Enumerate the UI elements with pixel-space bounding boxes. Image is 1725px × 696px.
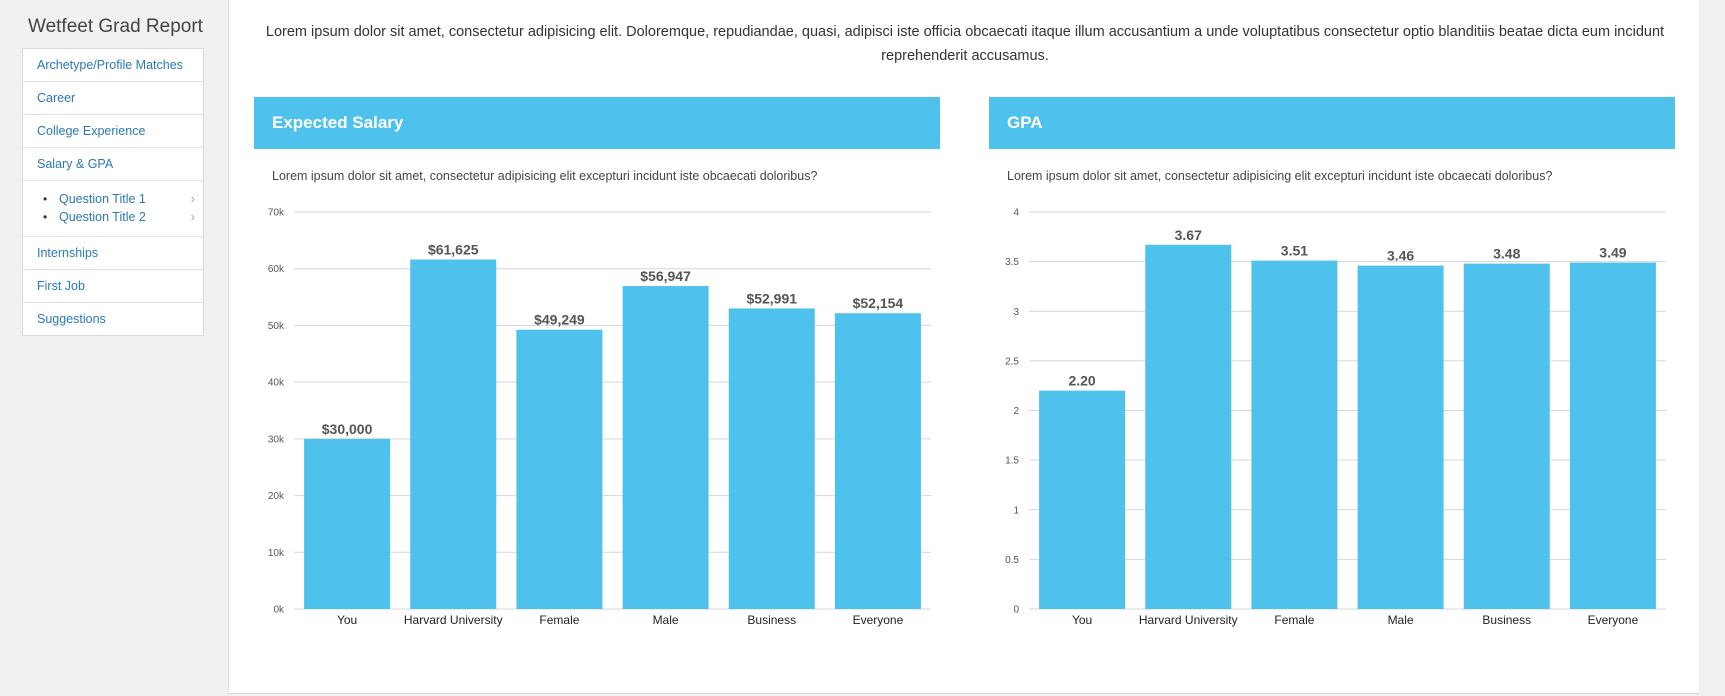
sidebar-subnav: • Question Title 1 › • Question Title 2 … <box>23 181 203 237</box>
y-tick-label: 10k <box>268 548 285 559</box>
chevron-right-icon: › <box>190 209 195 224</box>
x-tick-label: Everyone <box>1588 613 1639 627</box>
gpa-chart: 0 0.5 1 1.5 2 2.5 3 3.5 4 2.20 You 3.67 Harvard Univ… <box>1005 208 1666 627</box>
y-tick-label: 2.5 <box>1005 356 1019 367</box>
y-tick-label: 0k <box>273 605 285 616</box>
intro-text: Lorem ipsum dolor sit amet, consectetur … <box>265 24 1665 64</box>
data-label: 3.51 <box>1281 243 1308 259</box>
data-label: 2.20 <box>1068 373 1095 389</box>
chevron-right-icon: › <box>190 191 195 206</box>
bar <box>304 438 391 609</box>
data-label: $52,154 <box>853 295 904 311</box>
x-tick-label: Male <box>653 613 679 627</box>
sidebar-subitem-question-2[interactable]: • Question Title 2 › <box>23 208 203 226</box>
y-tick-label: 3.5 <box>1005 257 1019 268</box>
y-tick-label: 20k <box>268 491 285 502</box>
salary-chart: 0k 10k 20k 30k 40k 50k 60k 70k $30,000 You $61,625… <box>268 208 931 627</box>
bullet-icon: • <box>43 210 48 224</box>
sidebar-item-career[interactable]: Career <box>23 82 203 115</box>
x-tick-label: You <box>1072 613 1092 627</box>
panel-description: Lorem ipsum dolor sit amet, consectetur … <box>272 169 818 183</box>
sidebar-item-archetype-profile-matches[interactable]: Archetype/Profile Matches <box>23 49 203 82</box>
sidebar-nav: Archetype/Profile Matches Career College… <box>22 48 204 336</box>
data-label: $56,947 <box>640 268 691 284</box>
panel-title: Expected Salary <box>254 97 940 149</box>
bar <box>834 313 921 609</box>
data-label: $49,249 <box>534 312 585 328</box>
bullet-icon: • <box>43 192 48 206</box>
x-tick-label: Female <box>1274 613 1314 627</box>
y-tick-label: 1 <box>1013 505 1019 516</box>
bar <box>1145 244 1232 609</box>
x-tick-label: You <box>337 613 357 627</box>
panel-title: GPA <box>989 97 1675 149</box>
x-tick-label: Male <box>1388 613 1414 627</box>
sidebar-item-college-experience[interactable]: College Experience <box>23 115 203 148</box>
y-tick-label: 4 <box>1013 208 1019 219</box>
x-tick-label: Female <box>539 613 579 627</box>
panel-description: Lorem ipsum dolor sit amet, consectetur … <box>1007 169 1553 183</box>
data-label: 3.67 <box>1175 227 1202 243</box>
data-label: $52,991 <box>746 290 797 306</box>
sidebar-subitem-question-1[interactable]: • Question Title 1 › <box>23 190 203 208</box>
y-tick-label: 40k <box>268 378 285 389</box>
sidebar-item-salary-gpa[interactable]: Salary & GPA <box>23 148 203 181</box>
sidebar-subitem-label: Question Title 1 <box>59 192 146 206</box>
bar <box>622 286 709 609</box>
bar <box>1569 262 1656 609</box>
data-label: 3.48 <box>1493 246 1520 262</box>
app-title: Wetfeet Grad Report <box>28 16 203 37</box>
bar <box>1039 390 1126 609</box>
y-tick-label: 0.5 <box>1005 555 1019 566</box>
y-tick-label: 70k <box>268 208 285 219</box>
right-gutter <box>1699 0 1725 696</box>
bar <box>1251 260 1338 609</box>
sidebar-subitem-label: Question Title 2 <box>59 210 146 224</box>
x-tick-label: Everyone <box>853 613 904 627</box>
bar <box>516 329 603 609</box>
sidebar: Wetfeet Grad Report Archetype/Profile Ma… <box>0 0 228 696</box>
x-tick-label: Business <box>747 613 796 627</box>
bar <box>1357 265 1444 609</box>
y-tick-label: 60k <box>268 264 285 275</box>
y-tick-label: 0 <box>1013 605 1019 616</box>
y-tick-label: 3 <box>1013 307 1019 318</box>
x-tick-label: Harvard University <box>1139 613 1238 627</box>
y-tick-label: 2 <box>1013 406 1019 417</box>
data-label: $30,000 <box>322 421 373 437</box>
main-content: Lorem ipsum dolor sit amet, consectetur … <box>228 0 1699 694</box>
y-tick-label: 1.5 <box>1005 456 1019 467</box>
data-label: $61,625 <box>428 241 479 257</box>
x-tick-label: Harvard University <box>404 613 503 627</box>
sidebar-item-suggestions[interactable]: Suggestions <box>37 312 106 326</box>
gpa-panel: GPA Lorem ipsum dolor sit amet, consecte… <box>989 97 1675 657</box>
bar <box>1463 263 1550 609</box>
y-tick-label: 50k <box>268 321 285 332</box>
sidebar-item-internships[interactable]: Internships <box>23 237 203 270</box>
salary-panel: Expected Salary Lorem ipsum dolor sit am… <box>254 97 940 657</box>
bar <box>410 259 497 609</box>
sidebar-item-first-job[interactable]: First Job <box>23 270 203 303</box>
data-label: 3.49 <box>1599 245 1626 261</box>
y-tick-label: 30k <box>268 434 285 445</box>
x-tick-label: Business <box>1482 613 1531 627</box>
data-label: 3.46 <box>1387 248 1414 264</box>
bar <box>728 308 815 609</box>
